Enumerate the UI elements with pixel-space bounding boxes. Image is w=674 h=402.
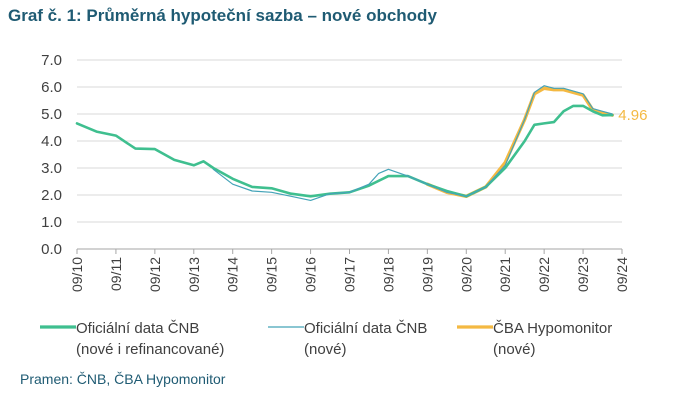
- end-value-label-group: 4.96: [618, 107, 647, 124]
- y-tick-label: 3.0: [41, 160, 62, 177]
- x-tick-label: 09/20: [458, 257, 474, 292]
- legend: Oficiální data ČNB (nové i refinancované)…: [40, 320, 612, 358]
- x-tick-label: 09/13: [186, 257, 202, 292]
- y-tick-label: 1.0: [41, 214, 62, 231]
- y-tick-label: 6.0: [41, 79, 62, 96]
- series-line-1: [75, 104, 614, 198]
- x-tick-label: 09/23: [575, 257, 591, 292]
- end-value-label: 4.96: [618, 107, 647, 124]
- source-note: Pramen: ČNB, ČBA Hypomonitor: [20, 371, 226, 387]
- y-axis-ticks: 0.0 1.0 2.0 3.0 4.0 5.0 6.0 7.0: [41, 52, 62, 258]
- y-tick-label: 4.0: [41, 133, 62, 150]
- x-tick-label: 09/14: [225, 257, 241, 292]
- x-tick-label: 09/24: [614, 257, 630, 292]
- x-tick-label: 09/19: [419, 257, 435, 292]
- legend-label: (nové): [493, 341, 536, 358]
- y-tick-label: 2.0: [41, 187, 62, 204]
- legend-label: ČBA Hypomonitor: [493, 320, 612, 337]
- x-tick-label: 09/22: [536, 257, 552, 292]
- legend-label: Oficiální data ČNB: [304, 320, 427, 337]
- x-tick-label: 09/21: [497, 257, 513, 292]
- series-lines: [75, 85, 614, 201]
- legend-label: (nové): [304, 341, 347, 358]
- x-tick-label: 09/17: [342, 257, 358, 292]
- chart-title: Graf č. 1: Průměrná hypoteční sazba – no…: [8, 6, 437, 25]
- series-line-3: [425, 86, 614, 198]
- legend-label: Oficiální data ČNB: [76, 320, 199, 337]
- legend-label: (nové i refinancované): [76, 341, 224, 358]
- x-tick-label: 09/18: [380, 257, 396, 292]
- y-tick-label: 5.0: [41, 106, 62, 123]
- x-axis-ticks: 09/10 09/11 09/12 09/13 09/14 09/15 09/16 09/17…: [69, 248, 630, 292]
- y-tick-label: 0.0: [41, 241, 62, 258]
- y-tick-label: 7.0: [41, 52, 62, 69]
- x-tick-label: 09/10: [69, 257, 85, 292]
- x-tick-label: 09/15: [264, 257, 280, 292]
- x-tick-label: 09/16: [303, 257, 319, 292]
- x-tick-label: 09/12: [147, 257, 163, 292]
- x-tick-label: 09/11: [108, 257, 124, 291]
- series-line-2: [212, 85, 613, 201]
